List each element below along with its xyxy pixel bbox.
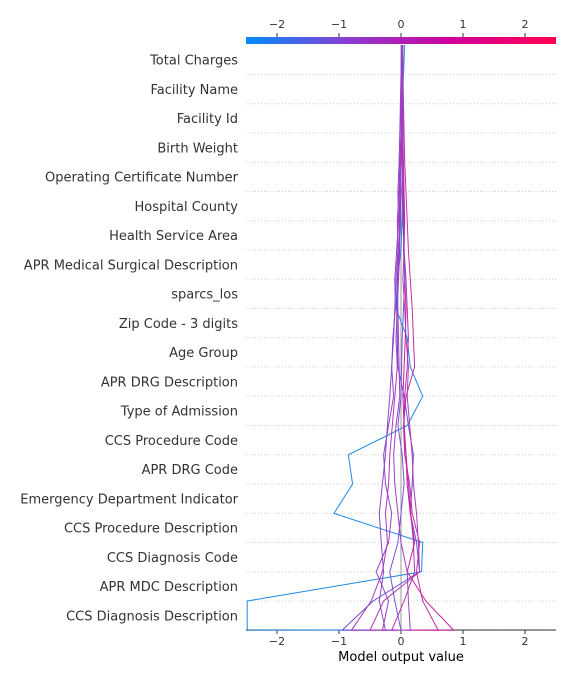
- feature-labels: Total Charges Facility Name Facility Id Bir…: [20, 54, 238, 625]
- feature-label: Emergency Department Indicator: [20, 492, 238, 507]
- feature-label: Total Charges: [149, 54, 238, 69]
- decision-line: [400, 44, 440, 631]
- feature-label: Type of Admission: [120, 405, 238, 420]
- feature-label: APR Medical Surgical Description: [24, 258, 238, 273]
- bottom-tick-label: 1: [460, 635, 467, 648]
- feature-label: Hospital County: [135, 200, 239, 215]
- feature-label: Health Service Area: [109, 229, 238, 244]
- feature-label: Operating Certificate Number: [45, 171, 239, 186]
- feature-label: CCS Procedure Description: [64, 522, 238, 537]
- decision-line: [393, 45, 411, 631]
- decision-line: [400, 45, 455, 631]
- feature-label: Birth Weight: [157, 141, 238, 156]
- feature-label: CCS Diagnosis Description: [66, 609, 238, 624]
- decision-line: [350, 44, 403, 631]
- feature-label: Age Group: [169, 346, 238, 361]
- feature-label: Zip Code - 3 digits: [119, 317, 238, 332]
- bottom-tick-label: −2: [269, 635, 285, 648]
- top-tick-label: 1: [460, 18, 467, 31]
- bottom-tick-label: −1: [331, 635, 347, 648]
- top-tick-label: −1: [331, 18, 347, 31]
- top-tick-label: −2: [269, 18, 285, 31]
- feature-label: APR DRG Code: [142, 463, 238, 478]
- decision-line: [390, 44, 416, 631]
- bottom-tick-label: 0: [398, 635, 405, 648]
- feature-label: Facility Id: [177, 112, 238, 127]
- feature-label: CCS Procedure Code: [105, 434, 238, 449]
- colorbar: [246, 37, 556, 44]
- top-tick-label: 2: [522, 18, 529, 31]
- feature-label: APR MDC Description: [100, 580, 238, 595]
- decision-line: [378, 44, 403, 631]
- bottom-tick-label: 2: [522, 635, 529, 648]
- decision-lines: [246, 44, 455, 631]
- feature-label: APR DRG Description: [101, 375, 238, 390]
- x-axis-label: Model output value: [338, 650, 464, 665]
- top-tick-label: 0: [398, 18, 405, 31]
- decision-line: [369, 45, 421, 631]
- feature-label: CCS Diagnosis Code: [107, 551, 238, 566]
- feature-label: Facility Name: [150, 83, 238, 98]
- feature-label: sparcs_los: [171, 288, 238, 303]
